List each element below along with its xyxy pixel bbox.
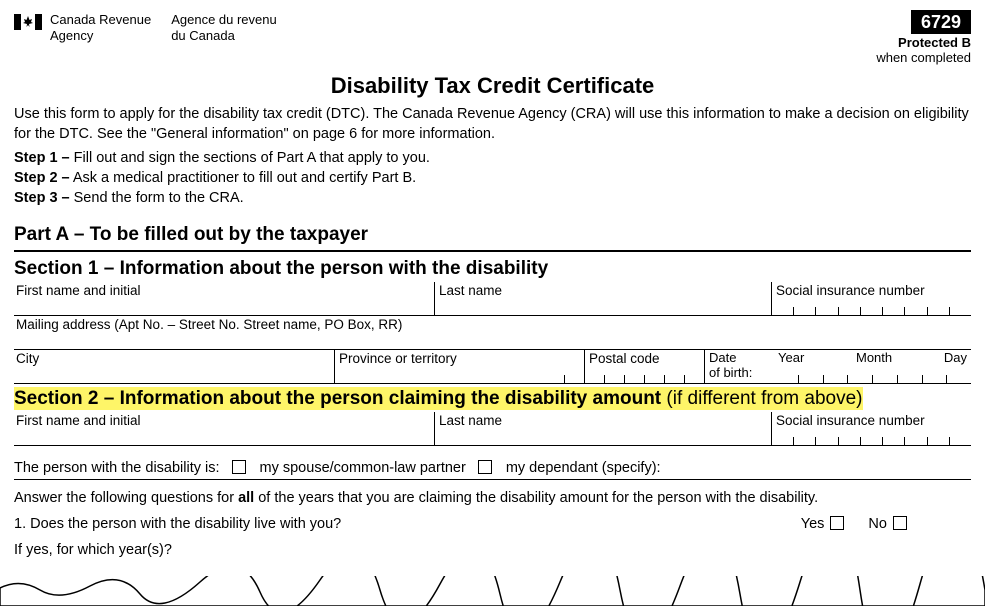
canada-flag-icon: [14, 14, 42, 30]
s1-sin-field[interactable]: Social insurance number: [771, 282, 971, 315]
header: Canada RevenueAgency Agence du revenudu …: [14, 12, 971, 65]
agency-en: Canada RevenueAgency: [50, 12, 151, 45]
intro-text: Use this form to apply for the disabilit…: [14, 105, 971, 144]
spouse-checkbox[interactable]: [232, 460, 246, 474]
s2-first-name-field[interactable]: First name and initial: [14, 412, 434, 445]
question-2-partial: If yes, for which year(s)?: [14, 542, 971, 558]
s1-postal-field[interactable]: Postal code: [584, 350, 704, 383]
step-2: Step 2 – Ask a medical practitioner to f…: [14, 170, 971, 186]
s2-sin-field[interactable]: Social insurance number: [771, 412, 971, 445]
q1-no-checkbox[interactable]: [893, 516, 907, 530]
rel-lead: The person with the disability is:: [14, 460, 220, 476]
page-title: Disability Tax Credit Certificate: [14, 73, 971, 99]
section2-heading: Section 2 – Information about the person…: [14, 388, 971, 410]
q1-text: 1. Does the person with the disability l…: [14, 516, 341, 532]
part-a-heading: Part A – To be filled out by the taxpaye…: [14, 224, 971, 246]
step-1: Step 1 – Fill out and sign the sections …: [14, 150, 971, 166]
s2-last-name-field[interactable]: Last name: [434, 412, 771, 445]
s1-city-field[interactable]: City: [14, 350, 334, 383]
s1-province-field[interactable]: Province or territory: [334, 350, 584, 383]
divider: [14, 250, 971, 252]
dependant-checkbox[interactable]: [478, 460, 492, 474]
section1-heading: Section 1 – Information about the person…: [14, 258, 971, 280]
agency-fr: Agence du revenudu Canada: [171, 12, 277, 45]
s1-city-row: City Province or territory Postal code D…: [14, 350, 971, 384]
s1-dob-label: Dateof birth:: [704, 350, 774, 383]
step-3: Step 3 – Send the form to the CRA.: [14, 190, 971, 206]
protected-label: Protected Bwhen completed: [876, 35, 971, 65]
s1-dob-field[interactable]: YearMonthDay: [774, 350, 971, 383]
torn-edge-icon: [0, 576, 985, 606]
question-1: 1. Does the person with the disability l…: [14, 516, 971, 532]
rel-spouse-label: my spouse/common-law partner: [260, 460, 466, 476]
answer-instruction: Answer the following questions for all o…: [14, 490, 971, 506]
agency-block: Canada RevenueAgency Agence du revenudu …: [14, 12, 277, 45]
form-number: 6729: [911, 10, 971, 34]
relationship-row: The person with the disability is: my sp…: [14, 456, 971, 480]
q1-yes-checkbox[interactable]: [830, 516, 844, 530]
s1-mailing-field[interactable]: Mailing address (Apt No. – Street No. St…: [14, 316, 971, 350]
rel-dep-label: my dependant (specify):: [506, 460, 661, 476]
s1-name-row: First name and initial Last name Social …: [14, 282, 971, 316]
s2-name-row: First name and initial Last name Social …: [14, 412, 971, 446]
s1-first-name-field[interactable]: First name and initial: [14, 282, 434, 315]
s1-last-name-field[interactable]: Last name: [434, 282, 771, 315]
